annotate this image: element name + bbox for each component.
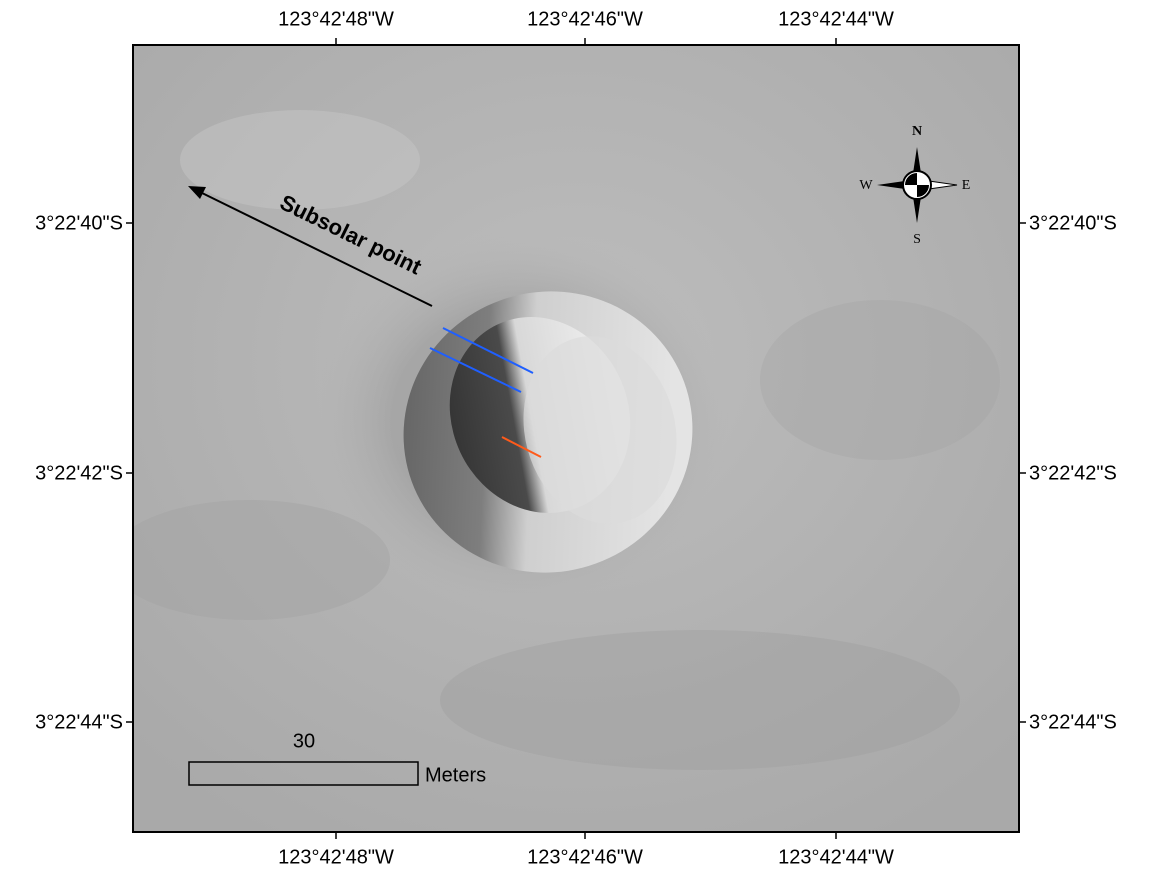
longitude-label: 123°42'46"W <box>527 846 643 868</box>
latitude-label: 3°22'40"S <box>35 212 123 234</box>
compass-east: E <box>962 178 971 193</box>
latitude-label: 3°22'44"S <box>35 711 123 733</box>
longitude-label: 123°42'46"W <box>527 8 643 30</box>
latitude-label: 3°22'40"S <box>1029 212 1117 234</box>
compass-south: S <box>913 232 921 247</box>
compass-west: W <box>859 178 873 193</box>
map: 123°42'48"W 123°42'46"W 123°42'44"W 123°… <box>0 0 1151 876</box>
imagery <box>110 45 1019 832</box>
longitude-label: 123°42'44"W <box>778 8 894 30</box>
compass-north: N <box>912 124 922 139</box>
scale-unit: Meters <box>425 764 486 786</box>
longitude-label: 123°42'48"W <box>278 846 394 868</box>
latitude-label: 3°22'42"S <box>1029 462 1117 484</box>
scale-length: 30 <box>293 730 315 752</box>
latitude-label: 3°22'42"S <box>35 462 123 484</box>
longitude-label: 123°42'48"W <box>278 8 394 30</box>
latitude-label: 3°22'44"S <box>1029 711 1117 733</box>
longitude-label: 123°42'44"W <box>778 846 894 868</box>
